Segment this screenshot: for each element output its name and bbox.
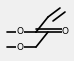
Text: O: O — [62, 28, 69, 36]
Text: O: O — [17, 43, 24, 51]
Text: O: O — [17, 28, 24, 36]
